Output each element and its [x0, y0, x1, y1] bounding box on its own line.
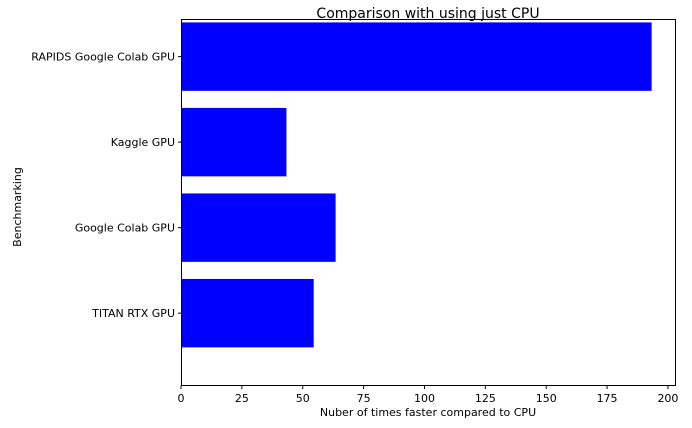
bar-google-colab-gpu	[181, 193, 336, 262]
bar-kaggle-gpu	[181, 107, 287, 177]
x-tick-label: 75	[357, 392, 371, 405]
y-tick-label: Kaggle GPU	[111, 136, 175, 149]
bar-rapids-google-colab-gpu	[181, 22, 652, 91]
x-tick-label: 150	[536, 392, 557, 405]
x-axis-label: Nuber of times faster compared to CPU	[320, 406, 536, 419]
x-tick-label: 25	[235, 392, 249, 405]
x-tick-label: 200	[657, 392, 678, 405]
y-axis-ticks: TITAN RTX GPU Google Colab GPU Kaggle GPU R…	[31, 51, 182, 320]
y-tick-label: Google Colab GPU	[75, 222, 175, 235]
y-tick-label: TITAN RTX GPU	[91, 307, 175, 320]
bar-titan-rtx-gpu	[181, 278, 314, 348]
y-tick-label: RAPIDS Google Colab GPU	[31, 51, 175, 64]
x-tick-label: 100	[414, 392, 435, 405]
x-tick-label: 50	[296, 392, 310, 405]
y-axis-label: Benchmarking	[11, 167, 24, 247]
x-tick-label: 125	[475, 392, 496, 405]
plot-frame	[181, 19, 676, 386]
chart-title: Comparison with using just CPU	[316, 6, 539, 22]
bars-group	[181, 22, 652, 348]
x-tick-label: 175	[597, 392, 618, 405]
x-axis-ticks: 0 25 50 75 100 125 150 175 200	[178, 385, 678, 405]
x-tick-label: 0	[178, 392, 185, 405]
